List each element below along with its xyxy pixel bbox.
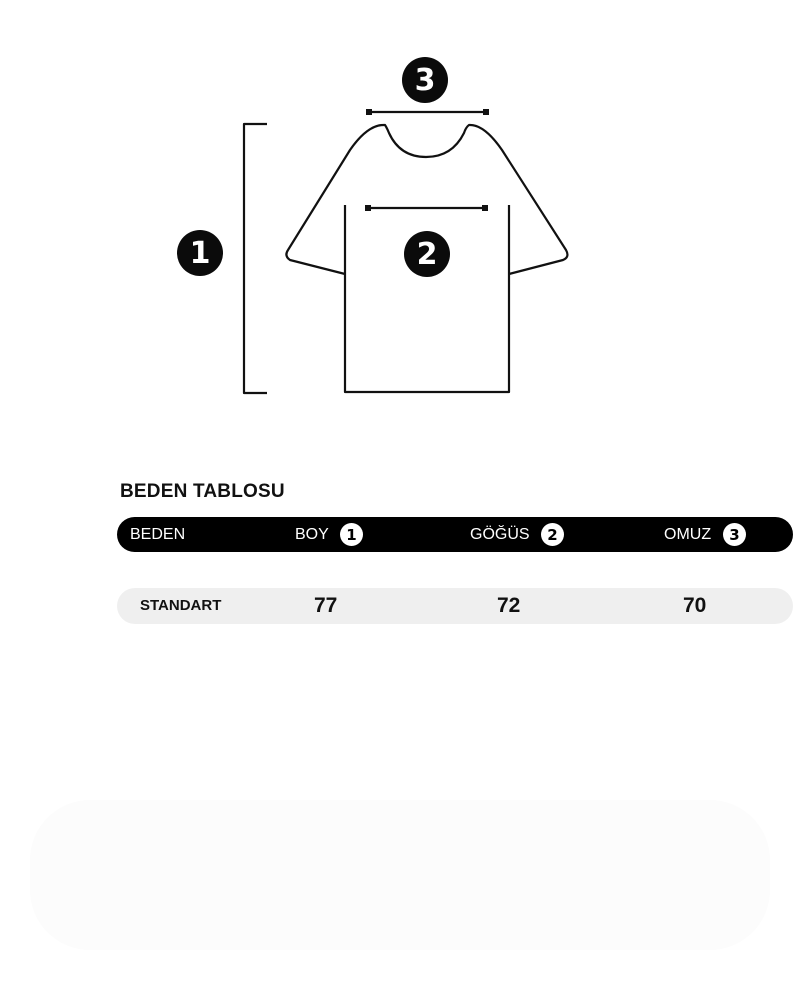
header-omuz: OMUZ: [664, 526, 712, 543]
header-beden: BEDEN: [130, 526, 186, 543]
table-row: STANDART 77 72 70: [117, 588, 793, 624]
marker-1-icon: 1: [177, 230, 223, 276]
header-gogus: GÖĞÜS: [470, 526, 530, 543]
omuz-value: 70: [683, 594, 707, 617]
size-label: STANDART: [140, 597, 222, 614]
gogus-value: 72: [497, 594, 521, 617]
table-header: BEDEN BOY 1 GÖĞÜS 2 OMUZ 3: [117, 517, 793, 552]
length-bracket: [242, 122, 267, 395]
boy-value: 77: [314, 594, 338, 617]
tshirt-outline: [285, 123, 569, 276]
marker-1-icon: 1: [340, 523, 363, 546]
tshirt-body: [343, 205, 511, 394]
background-fade: [30, 800, 770, 950]
table-title: BEDEN TABLOSU: [120, 481, 285, 502]
header-boy: BOY: [295, 526, 329, 543]
marker-2-icon: 2: [404, 231, 450, 277]
tshirt-diagram: [242, 109, 569, 395]
marker-3-icon: 3: [723, 523, 746, 546]
marker-2-icon: 2: [541, 523, 564, 546]
marker-3-icon: 3: [402, 57, 448, 103]
